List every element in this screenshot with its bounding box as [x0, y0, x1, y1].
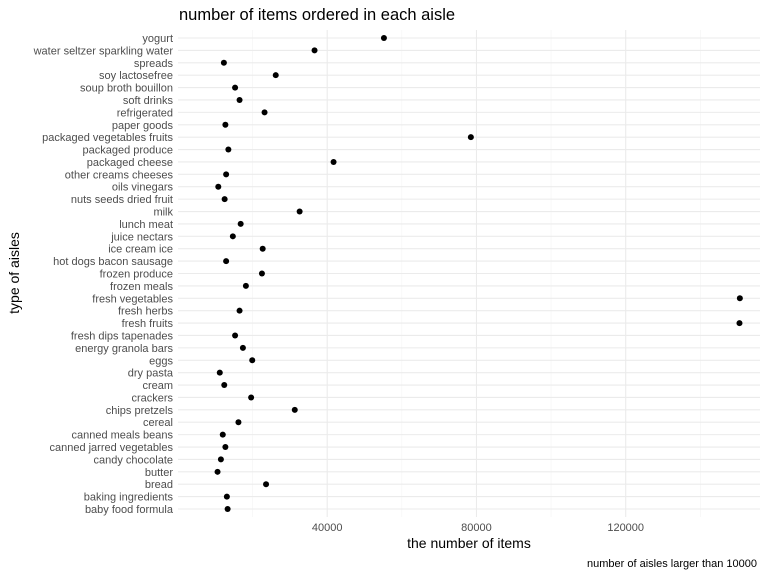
data-point — [222, 121, 229, 128]
data-points — [214, 35, 743, 512]
y-tick-label: milk — [153, 207, 173, 219]
data-point — [272, 72, 279, 79]
y-tick-label: dry pasta — [128, 368, 174, 380]
data-point — [216, 369, 223, 376]
data-point — [225, 146, 232, 153]
data-point — [214, 468, 221, 475]
y-tick-label: canned meals beans — [71, 430, 173, 442]
data-point — [217, 456, 224, 463]
data-point — [220, 59, 227, 66]
chart-title: number of items ordered in each aisle — [179, 6, 455, 24]
y-tick-label: other creams cheeses — [65, 169, 174, 181]
chart-caption: number of aisles larger than 10000 — [587, 558, 757, 570]
data-point — [229, 233, 236, 240]
y-tick-label: frozen meals — [110, 281, 173, 293]
data-point — [291, 406, 298, 413]
y-tick-label: energy granola bars — [75, 343, 173, 355]
data-point — [237, 220, 244, 227]
x-axis-label: the number of items — [407, 535, 531, 551]
data-point — [224, 506, 231, 512]
y-tick-label: fresh fruits — [122, 318, 174, 330]
data-point — [261, 109, 268, 116]
y-tick-label: spreads — [134, 58, 174, 70]
data-point — [239, 344, 246, 351]
data-point — [242, 282, 249, 289]
data-point — [236, 307, 243, 314]
y-tick-label: ice cream ice — [108, 244, 173, 256]
y-tick-label: eggs — [149, 355, 173, 367]
data-point — [248, 394, 255, 401]
data-point — [223, 493, 230, 500]
y-tick-label: refrigerated — [117, 107, 173, 119]
y-tick-label: bread — [145, 479, 173, 491]
y-tick-label: soup broth bouillon — [80, 83, 173, 95]
y-tick-label: canned jarred vegetables — [49, 442, 173, 454]
y-tick-label: fresh herbs — [118, 306, 174, 318]
data-point — [232, 332, 239, 339]
y-tick-label: packaged cheese — [87, 157, 173, 169]
y-tick-label: lunch meat — [119, 219, 173, 231]
y-tick-label: packaged vegetables fruits — [42, 132, 173, 144]
y-tick-label: cream — [142, 380, 173, 392]
y-tick-label: cereal — [143, 417, 173, 429]
x-tick-label: 40000 — [312, 522, 343, 534]
data-point — [296, 208, 303, 215]
data-point — [311, 47, 318, 54]
y-tick-label: soy lactosefree — [99, 70, 173, 82]
data-point — [219, 431, 226, 438]
data-point — [259, 245, 266, 252]
y-tick-label: fresh vegetables — [92, 293, 173, 305]
x-tick-labels: 40000 80000 120000 — [312, 522, 644, 534]
data-point — [221, 382, 228, 389]
data-point — [223, 258, 230, 265]
x-tick-label: 120000 — [607, 522, 644, 534]
data-point — [249, 357, 256, 364]
data-point — [236, 96, 243, 103]
y-tick-label: fresh dips tapenades — [71, 330, 174, 342]
major-gridlines — [178, 30, 760, 517]
y-tick-label: chips pretzels — [106, 405, 174, 417]
data-point — [330, 158, 337, 165]
y-tick-label: soft drinks — [123, 95, 174, 107]
data-point — [215, 183, 222, 190]
y-axis-label: type of aisles — [6, 232, 22, 314]
y-tick-label: nuts seeds dried fruit — [71, 194, 173, 206]
y-tick-label: crackers — [131, 392, 173, 404]
data-point — [221, 196, 228, 203]
y-tick-label: paper goods — [112, 120, 174, 132]
data-point — [380, 35, 387, 41]
y-tick-label: water seltzer sparkling water — [33, 45, 174, 57]
y-tick-label: baby food formula — [85, 504, 174, 516]
y-tick-label: baking ingredients — [84, 492, 174, 504]
y-tick-label: yogurt — [142, 33, 173, 45]
y-tick-label: oils vinegars — [112, 182, 174, 194]
y-tick-label: candy chocolate — [94, 454, 174, 466]
data-point — [736, 295, 743, 302]
y-tick-label: packaged produce — [82, 145, 173, 157]
data-point — [467, 134, 474, 141]
data-point — [263, 481, 270, 488]
x-tick-label: 80000 — [461, 522, 492, 534]
y-tick-label: juice nectars — [110, 231, 173, 243]
y-tick-label: frozen produce — [100, 269, 173, 281]
data-point — [232, 84, 239, 91]
y-tick-label: butter — [145, 467, 173, 479]
y-tick-label: hot dogs bacon sausage — [53, 256, 173, 268]
data-point — [223, 171, 230, 178]
data-point — [736, 320, 743, 327]
data-point — [222, 444, 229, 451]
data-point — [258, 270, 265, 277]
data-point — [235, 419, 242, 426]
